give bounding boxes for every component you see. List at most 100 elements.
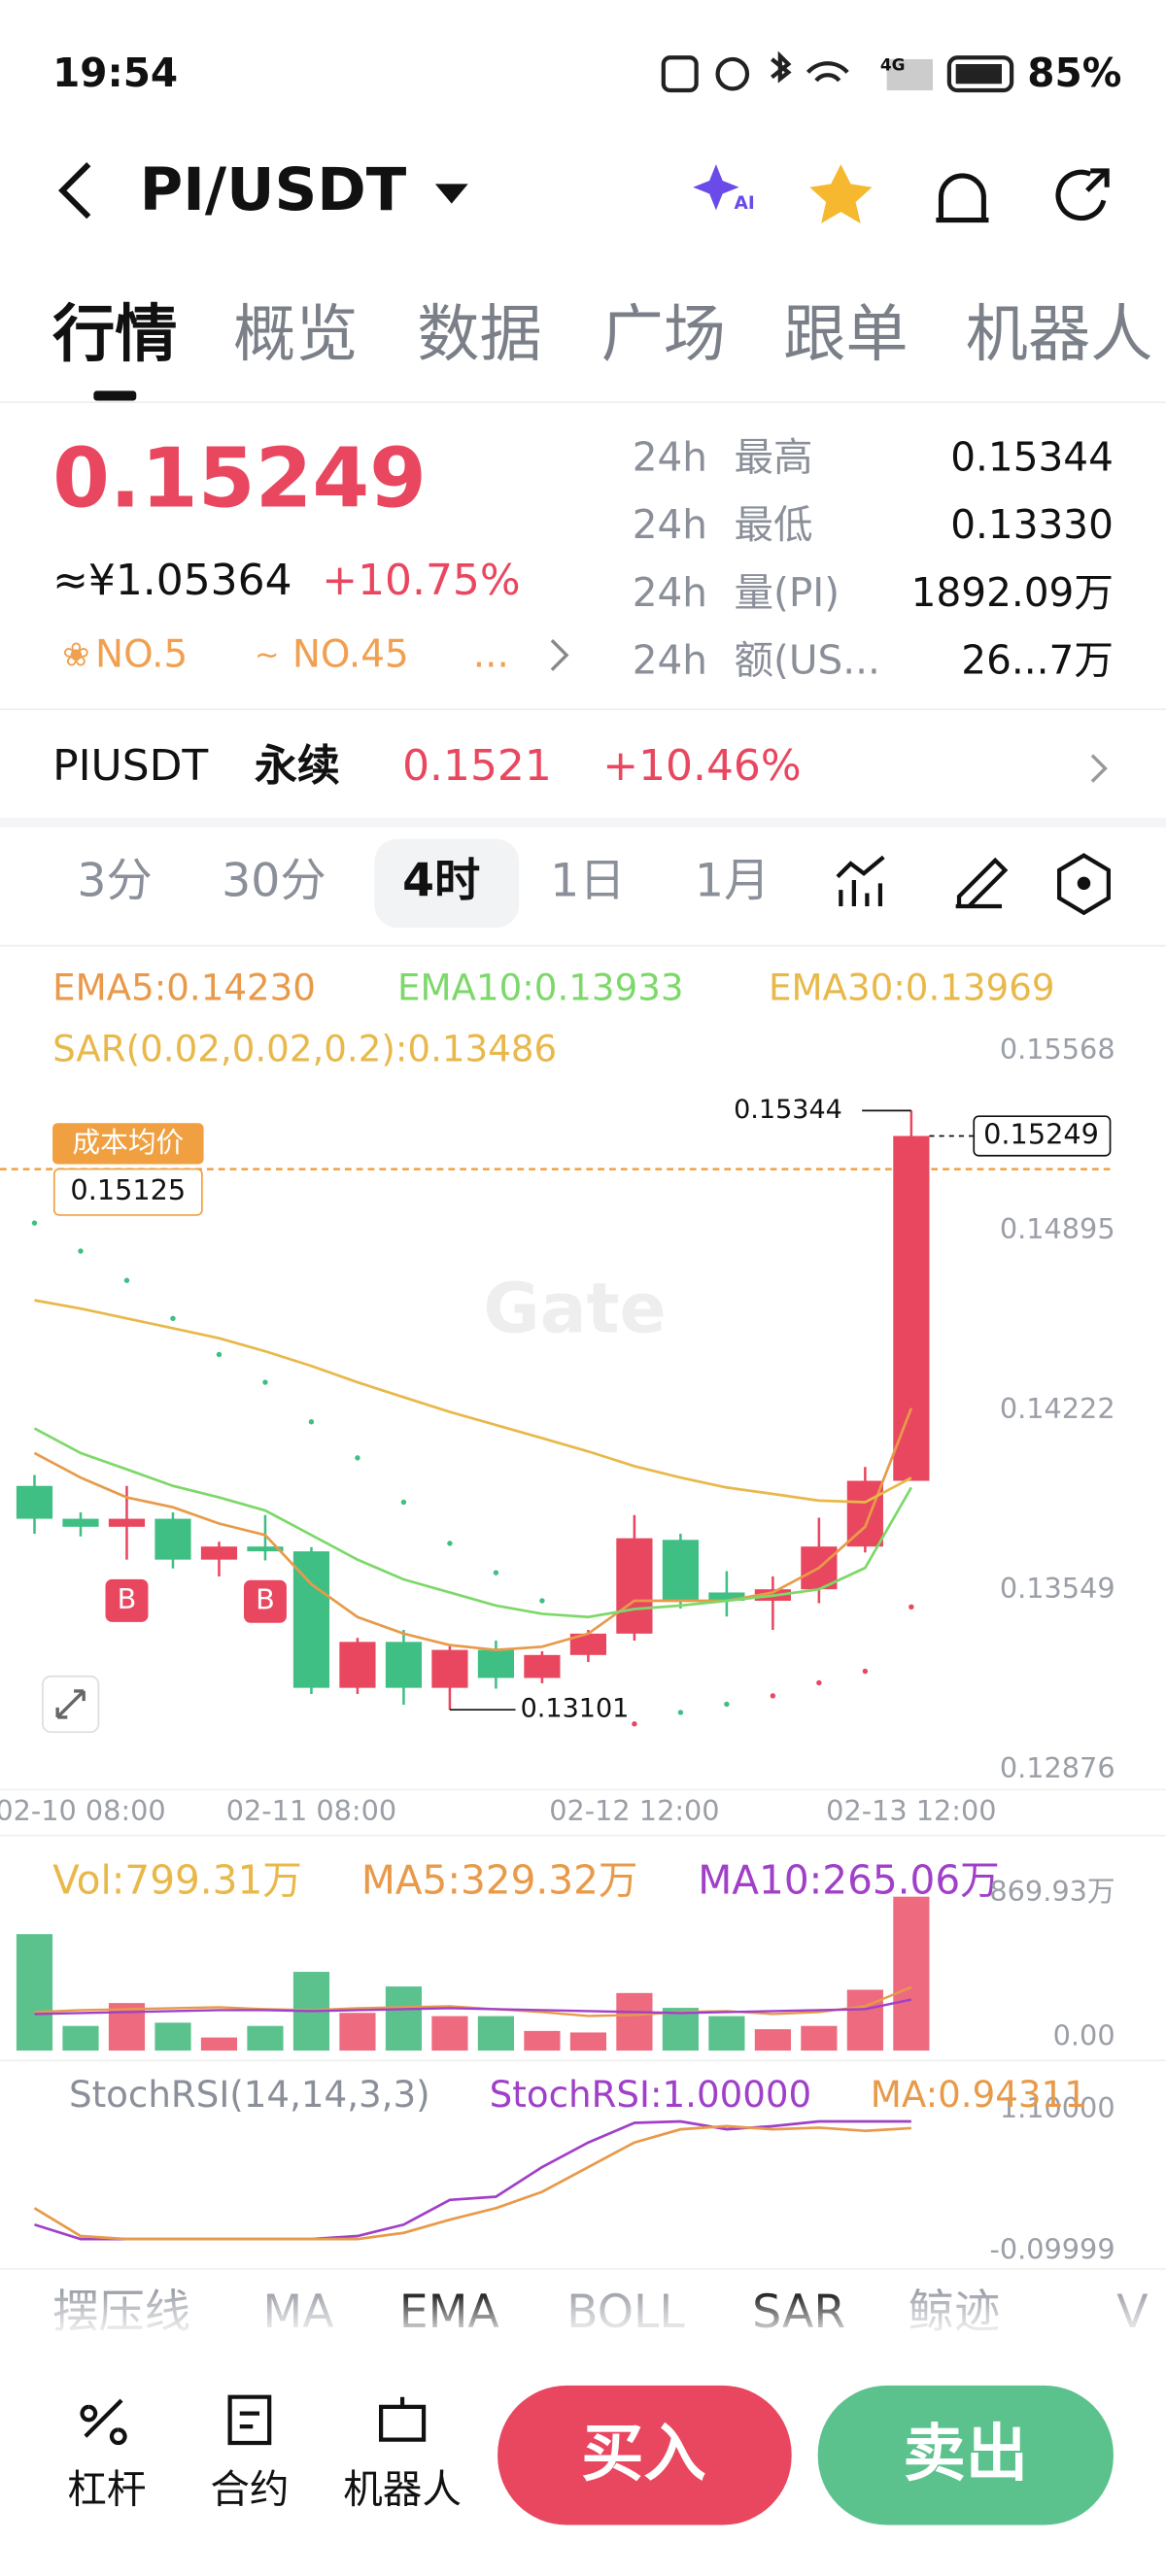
pair[interactable]: PI/USDT <box>140 156 407 224</box>
last-price-label: 0.15249 <box>983 1117 1099 1150</box>
volume-legend: MA10:265.06万 <box>698 1857 999 1904</box>
network: 4G <box>880 55 906 75</box>
gain-icon: ~ <box>255 639 279 673</box>
candle-body <box>16 1485 53 1519</box>
sar-dot <box>78 1248 84 1254</box>
pair-dropdown[interactable] <box>434 184 468 204</box>
status-icons <box>661 51 1014 93</box>
volume-tick: 869.93万 <box>989 1875 1115 1908</box>
perp-change[interactable]: +10.46% <box>602 741 801 791</box>
rank-gain: NO.45 <box>292 633 409 677</box>
candle-body <box>339 1642 376 1688</box>
favorite[interactable] <box>809 164 873 223</box>
legend-ema: EMA30:0.13969 <box>769 966 1055 1009</box>
chevron[interactable] <box>1090 754 1108 783</box>
last-price-tag <box>973 1115 1112 1157</box>
rank-more[interactable]: ... <box>473 633 509 677</box>
signal-label: B <box>256 1583 275 1616</box>
nav-label[interactable]: 机器人 <box>343 2466 462 2513</box>
draw-icon[interactable] <box>955 857 1009 909</box>
volume-bar <box>616 1992 653 2051</box>
candle-body <box>385 1642 423 1688</box>
candle-body <box>569 1633 606 1655</box>
tab[interactable]: 行情 <box>52 298 177 371</box>
sar-dot <box>770 1693 776 1699</box>
interval[interactable]: 1月 <box>695 854 770 907</box>
ai-icon[interactable] <box>693 164 739 211</box>
volume-legend: MA5:329.32万 <box>361 1857 638 1904</box>
candle-body <box>477 1649 515 1678</box>
back-button[interactable] <box>58 162 91 220</box>
volume-ma <box>34 1998 912 2016</box>
ai-badge: AI <box>734 193 754 214</box>
sar-dot <box>862 1668 869 1675</box>
stat-label: 最低 <box>734 501 812 548</box>
candle-body <box>108 1518 146 1527</box>
bot-icon <box>379 2396 427 2442</box>
stoch-tick: 1.10000 <box>1000 2091 1115 2124</box>
nav-label[interactable]: 合约 <box>210 2466 289 2513</box>
tab[interactable]: 跟单 <box>783 298 908 371</box>
volume-bar <box>154 2022 191 2051</box>
sar-dot <box>447 1541 453 1546</box>
sar-dot <box>123 1277 130 1283</box>
indicator-icon[interactable] <box>836 855 885 907</box>
interval[interactable]: 4时 <box>402 854 480 907</box>
interval[interactable]: 1日 <box>550 854 625 907</box>
last-price: 0.15249 <box>52 431 427 526</box>
perp-label[interactable]: 永续 <box>255 741 340 791</box>
settings-icon[interactable] <box>1057 853 1111 916</box>
signal-badge <box>243 1579 287 1623</box>
x-tick-label: 02-10 08:00 <box>0 1794 166 1827</box>
alert[interactable] <box>936 173 989 223</box>
x-tick-label: 02-13 12:00 <box>826 1794 996 1827</box>
candle-body <box>154 1518 191 1560</box>
ema-line <box>34 1299 912 1504</box>
nav-label[interactable]: 杠杆 <box>67 2466 146 2513</box>
cost-label: 成本均价 <box>72 1126 184 1159</box>
sar-dot <box>216 1351 223 1358</box>
hot-icon: ❀ <box>62 636 89 674</box>
stat-period: 24h <box>633 433 707 480</box>
stat-period: 24h <box>633 569 707 616</box>
tab[interactable]: 数据 <box>417 298 541 371</box>
y-tick-label: 0.12876 <box>1000 1751 1115 1784</box>
interval-active-bg <box>374 838 520 929</box>
rank-hot: NO.5 <box>95 633 188 677</box>
buy-button[interactable] <box>497 2385 792 2525</box>
cny-price: ≈¥1.05364 <box>52 556 292 605</box>
candle-body <box>292 1551 330 1688</box>
sar-dot <box>909 1604 914 1610</box>
tab[interactable]: 广场 <box>601 298 726 371</box>
tab[interactable]: 概览 <box>233 298 358 371</box>
sar-dot <box>816 1679 822 1686</box>
candle-body <box>708 1592 745 1601</box>
expand-icon <box>55 1689 86 1719</box>
chevron[interactable] <box>550 639 569 671</box>
settings-dot <box>1077 876 1091 891</box>
volume-bar <box>708 2016 745 2051</box>
signal <box>886 58 933 91</box>
y-tick-label: 0.15568 <box>1000 1033 1115 1066</box>
interval[interactable]: 3分 <box>77 854 152 907</box>
low-label: 0.13101 <box>521 1694 630 1724</box>
battery-level <box>955 64 1002 85</box>
perp-name[interactable]: PIUSDT <box>52 741 208 791</box>
watermark: Gate <box>483 1269 666 1349</box>
interval[interactable]: 30分 <box>222 854 326 907</box>
volume-bar <box>893 1896 930 2051</box>
stat-value: 26...7万 <box>961 637 1114 684</box>
perp-price[interactable]: 0.1521 <box>402 741 552 791</box>
signal-badge <box>105 1578 149 1622</box>
sar-dot <box>677 1710 684 1715</box>
sell-button[interactable] <box>817 2385 1114 2525</box>
volume-tick: 0.00 <box>1053 2019 1115 2052</box>
sar-dot <box>31 1220 38 1226</box>
share[interactable] <box>1055 168 1110 221</box>
candle-body <box>524 1654 561 1678</box>
tab[interactable]: 机器人 <box>966 298 1153 371</box>
fade <box>0 2289 1166 2340</box>
candle-body <box>893 1135 930 1481</box>
stoch-legend: StochRSI(14,14,3,3) <box>69 2073 430 2116</box>
sar-dot <box>724 1701 730 1708</box>
